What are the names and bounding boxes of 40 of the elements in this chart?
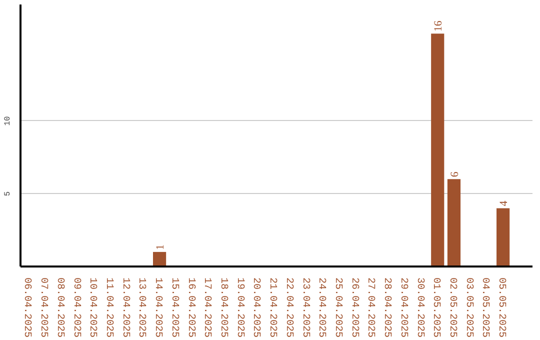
data-label: 6 — [448, 171, 461, 178]
x-tick-label: 24.04.2025 — [316, 278, 327, 338]
y-tick-label: 5 — [4, 191, 12, 196]
x-tick-label: 09.04.2025 — [70, 278, 82, 338]
x-tick-label: 05.05.2025 — [496, 278, 507, 338]
x-tick-label: 17.04.2025 — [201, 278, 212, 338]
x-tick-label: 15.04.2025 — [168, 278, 180, 338]
bar — [153, 252, 166, 266]
x-tick-label: 06.04.2025 — [21, 278, 32, 338]
bar — [447, 179, 461, 266]
x-tick-label: 18.04.2025 — [217, 278, 228, 338]
x-tick-label: 04.05.2025 — [479, 278, 490, 338]
x-tick-label: 28.04.2025 — [381, 278, 392, 338]
x-tick-label: 02.05.2025 — [446, 278, 458, 338]
x-tick-label: 22.04.2025 — [282, 278, 294, 338]
x-tick-label: 21.04.2025 — [266, 278, 278, 338]
x-tick-label: 14.04.2025 — [152, 278, 164, 338]
data-label: 1 — [154, 244, 167, 250]
bar — [431, 34, 444, 266]
x-tick-label: 03.05.2025 — [462, 278, 474, 338]
x-tick-label: 13.04.2025 — [136, 278, 147, 338]
x-tick-label: 30.04.2025 — [414, 278, 425, 338]
data-label: 16 — [432, 20, 445, 32]
x-tick-label: 26.04.2025 — [348, 278, 360, 338]
x-tick-label: 25.04.2025 — [332, 278, 343, 338]
bar — [496, 208, 510, 266]
x-tick-label: 19.04.2025 — [234, 278, 245, 338]
x-tick-label: 23.04.2025 — [299, 278, 310, 338]
x-tick-label: 16.04.2025 — [184, 278, 196, 338]
x-tick-label: 29.04.2025 — [397, 278, 408, 338]
x-tick-label: 01.05.2025 — [430, 278, 442, 338]
x-tick-label: 10.04.2025 — [86, 278, 98, 338]
y-tick-label: 10 — [4, 116, 12, 126]
x-tick-label: 20.04.2025 — [250, 278, 262, 338]
x-tick-label: 07.04.2025 — [38, 278, 49, 338]
data-label: 4 — [498, 200, 510, 206]
x-tick-label: 11.04.2025 — [102, 278, 114, 338]
x-tick-label: 27.04.2025 — [364, 278, 376, 338]
x-tick-label: 08.04.2025 — [54, 278, 65, 338]
x-tick-label: 12.04.2025 — [119, 278, 130, 338]
